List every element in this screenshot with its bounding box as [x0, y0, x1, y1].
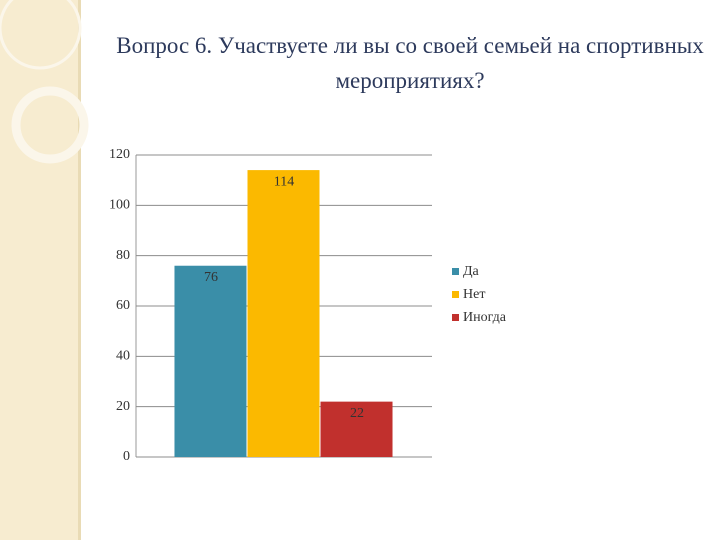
legend-swatch: [452, 291, 459, 298]
y-tick-label: 100: [109, 198, 130, 213]
legend-label: Нет: [463, 287, 485, 302]
bar: [247, 170, 320, 457]
legend-label: Да: [463, 264, 480, 279]
side-panel: [0, 0, 78, 540]
side-border: [78, 0, 81, 540]
y-tick-label: 120: [109, 147, 130, 162]
legend-swatch: [452, 314, 459, 321]
data-label: 114: [274, 174, 294, 189]
legend-swatch: [452, 268, 459, 275]
y-tick-label: 20: [116, 399, 130, 414]
decor-circle: [0, 0, 82, 70]
chart-title: Вопрос 6. Участвуете ли вы со своей семь…: [116, 33, 704, 93]
y-tick-label: 60: [116, 298, 130, 313]
legend-label: Иногда: [463, 310, 507, 325]
y-tick-label: 0: [123, 449, 130, 464]
bar: [174, 265, 247, 457]
y-tick-label: 40: [116, 349, 130, 364]
decor-circle: [11, 86, 89, 164]
bar: [320, 401, 393, 457]
y-tick-label: 80: [116, 248, 130, 263]
data-label: 22: [350, 406, 364, 421]
data-label: 76: [204, 270, 218, 285]
